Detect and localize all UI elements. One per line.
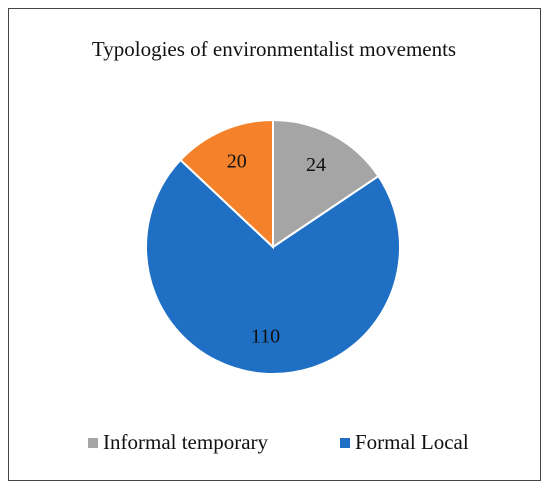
legend-swatch	[88, 438, 98, 448]
legend-label: Informal temporary	[103, 430, 269, 454]
data-label: 24	[306, 154, 326, 176]
pie-slice	[272, 118, 380, 249]
chart-title: Typologies of environmentalist movements	[92, 37, 456, 61]
data-label: 20	[227, 151, 247, 173]
data-label: 110	[251, 326, 280, 348]
pie-slice	[179, 118, 274, 250]
legend-swatch	[340, 438, 350, 448]
pie-slice	[145, 158, 401, 375]
legend-label: Formal Local	[355, 430, 469, 454]
